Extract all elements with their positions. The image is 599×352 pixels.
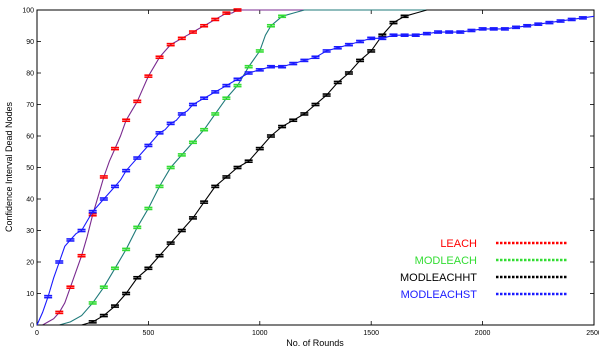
series-line [36,15,595,326]
legend-label: MODLEACHST [401,289,478,301]
y-tick-label: 20 [26,260,34,267]
series-modleachst [36,15,595,326]
y-tick-label: 60 [26,134,34,141]
y-tick-label: 0 [30,323,34,330]
series-modleachht [37,9,594,326]
series-line [37,9,594,326]
x-tick-label: 1500 [363,330,379,337]
legend: LEACH MODLEACH MODLEACHHT MODLEACHST [400,238,567,301]
legend-label: MODLEACHHT [400,272,477,284]
x-tick-label: 0 [35,330,39,337]
y-tick-label: 50 [26,165,34,172]
y-tick-label: 80 [26,71,34,78]
y-tick-label: 40 [26,197,34,204]
x-tick-label: 500 [143,330,155,337]
x-tick-label: 1000 [252,330,268,337]
legend-label: MODLEACH [415,255,477,267]
y-tick-label: 90 [26,39,34,46]
series-modleach [37,9,594,326]
x-axis-label: No. of Rounds [286,338,344,348]
series-layer [36,8,595,326]
series-line [37,9,594,326]
series-leach [37,8,594,326]
legend-label: LEACH [440,238,477,250]
y-tick-label: 30 [26,228,34,235]
x-tick-label: 2000 [475,330,491,337]
y-tick-label: 100 [22,8,34,15]
series-line [37,9,594,326]
y-axis-label: Confidence Interval Dead Nodes [4,101,14,232]
y-tick-label: 10 [26,291,34,298]
y-tick-label: 70 [26,102,34,109]
